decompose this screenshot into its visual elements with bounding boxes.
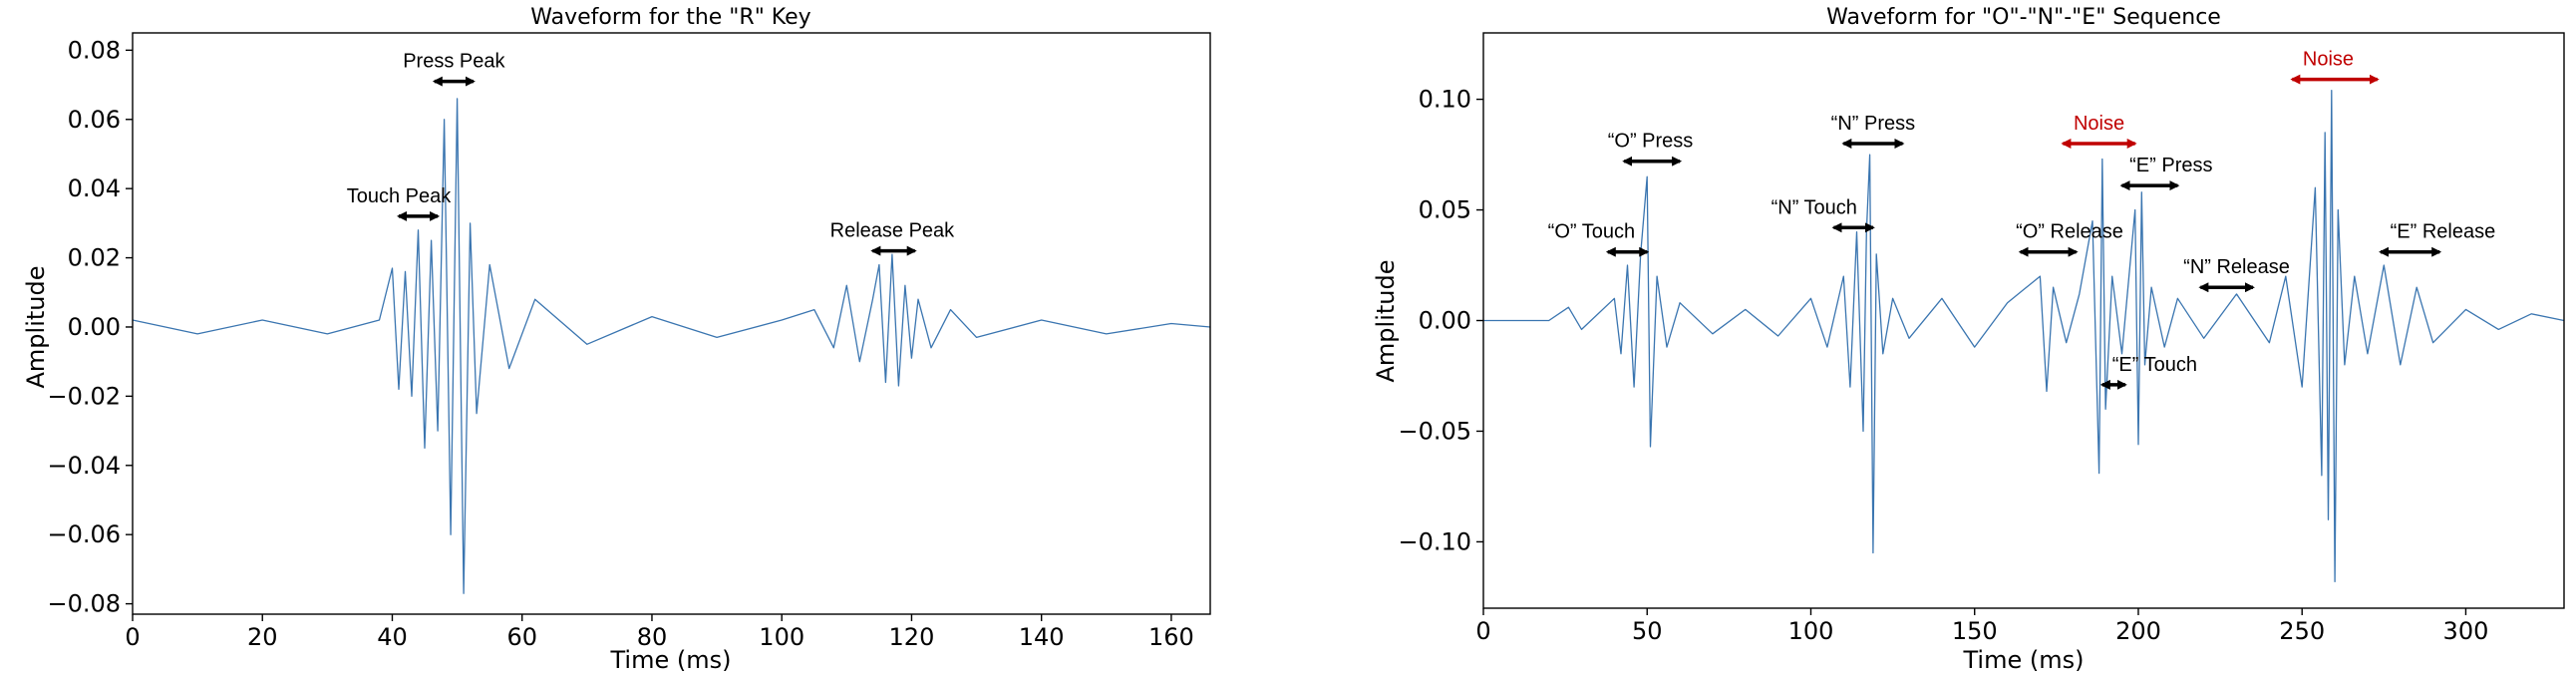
y-tick-label: 0.05 — [1419, 196, 1471, 224]
x-tick-label: 140 — [1019, 623, 1065, 651]
plot-frame — [1482, 32, 2565, 609]
x-tick-label: 100 — [1788, 617, 1834, 645]
annotation-label: “O” Release — [2016, 221, 2123, 243]
annotation-label: Noise — [2074, 113, 2124, 135]
x-tick-label: 120 — [889, 623, 935, 651]
x-tick-label: 20 — [247, 623, 278, 651]
x-tick-label: 200 — [2115, 617, 2161, 645]
annotation-label: “O” Press — [1608, 131, 1694, 153]
y-tick-label: 0.06 — [68, 106, 121, 134]
y-tick-label: −0.04 — [47, 452, 121, 480]
x-tick-label: 0 — [1475, 617, 1490, 645]
x-tick-label: 0 — [125, 623, 140, 651]
y-tick-label: 0.00 — [1419, 307, 1471, 335]
x-tick-label: 80 — [637, 623, 668, 651]
y-tick-label: −0.05 — [1398, 417, 1471, 445]
annotation-label: “N” Touch — [1771, 196, 1857, 218]
y-tick-label: −0.10 — [1398, 527, 1471, 555]
chart-panel-left: Waveform for the "R" Key Time (ms) Ampli… — [22, 5, 1211, 674]
x-tick-label: 50 — [1632, 617, 1663, 645]
annotation-label: Touch Peak — [347, 185, 453, 207]
x-tick-label: 60 — [506, 623, 537, 651]
x-axis-label: Time (ms) — [1963, 646, 2085, 674]
y-axis-label: Amplitude — [1372, 260, 1400, 383]
chart-panel-right: Waveform for "O"-"N"-"E" Sequence Time (… — [1372, 5, 2565, 674]
annotation-label: “E” Press — [2129, 155, 2212, 176]
y-tick-label: 0.00 — [68, 313, 121, 341]
annotation-label: “E” Touch — [2112, 354, 2197, 376]
y-tick-label: 0.02 — [68, 244, 121, 272]
y-tick-label: −0.08 — [47, 590, 121, 618]
x-axis-label: Time (ms) — [610, 646, 732, 674]
annotation-label: Noise — [2303, 49, 2354, 71]
annotation-label: “N” Press — [1831, 113, 1915, 135]
waveform-line — [132, 98, 1211, 594]
y-tick-label: 0.04 — [68, 174, 121, 202]
x-tick-label: 300 — [2443, 617, 2489, 645]
chart-title: Waveform for the "R" Key — [530, 5, 810, 30]
chart-title: Waveform for "O"-"N"-"E" Sequence — [1826, 5, 2221, 30]
y-tick-label: 0.10 — [1419, 86, 1471, 114]
x-tick-label: 100 — [759, 623, 805, 651]
annotation-label: Release Peak — [830, 220, 956, 242]
annotation-label: “N” Release — [2183, 256, 2290, 278]
waveform-line — [1483, 90, 2565, 583]
x-tick-label: 160 — [1148, 623, 1194, 651]
annotation-label: “O” Touch — [1548, 221, 1635, 243]
y-tick-label: 0.08 — [68, 36, 121, 64]
x-tick-label: 40 — [377, 623, 408, 651]
annotation-label: “E” Release — [2391, 221, 2496, 243]
annotation-label: Press Peak — [403, 51, 505, 73]
y-tick-label: −0.02 — [47, 382, 121, 410]
y-tick-label: −0.06 — [47, 520, 121, 548]
x-tick-label: 250 — [2279, 617, 2325, 645]
plot-frame — [132, 32, 1211, 615]
x-tick-label: 150 — [1952, 617, 1998, 645]
y-axis-label: Amplitude — [22, 266, 50, 389]
